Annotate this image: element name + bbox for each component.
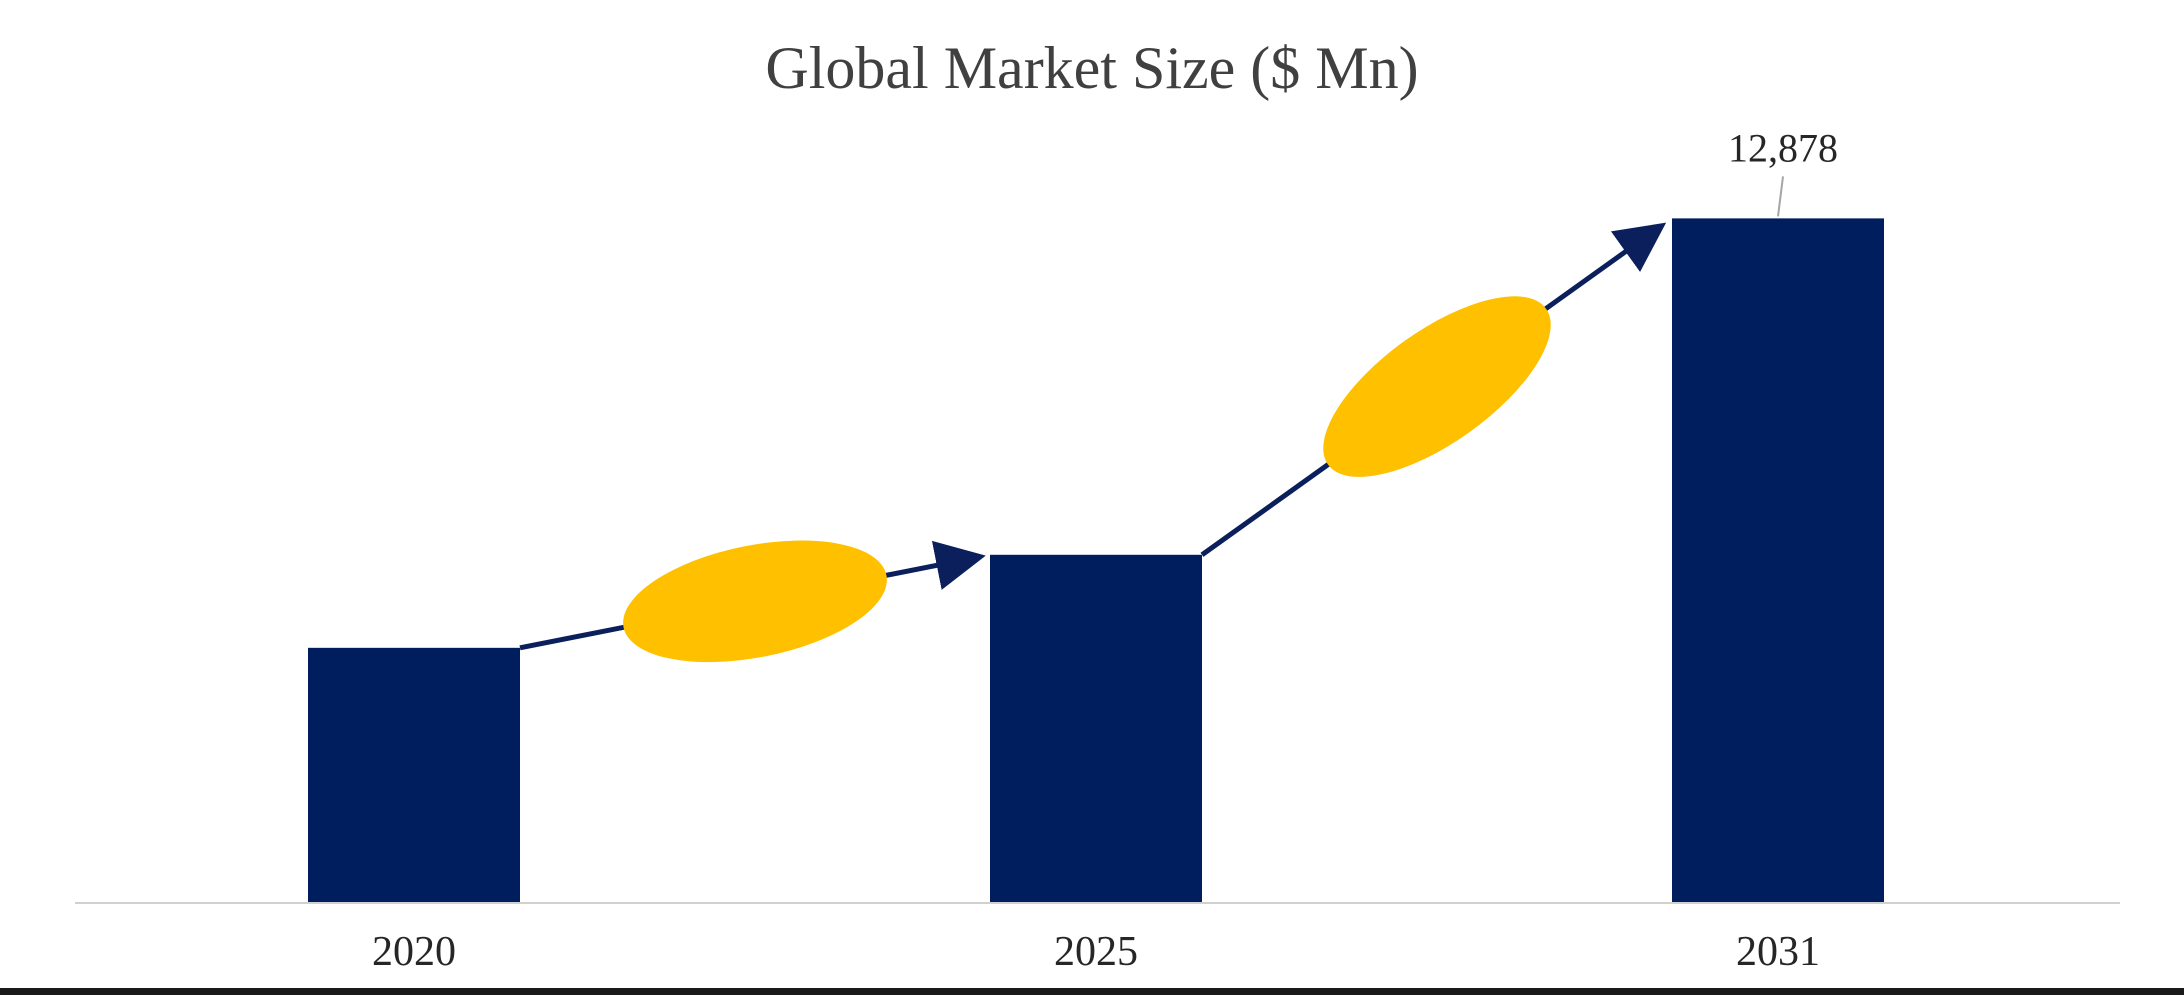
data-labels: 12,878 [1728,125,1838,217]
x-tick-label-2020: 2020 [372,929,456,975]
bottom-border [0,988,2184,995]
data-label-2031: 12,878 [1728,125,1838,170]
x-axis-ticks: 2020 2025 2031 [372,929,1820,975]
chart-title: Global Market Size ($ Mn) [765,35,1418,101]
bar-2020 [308,647,520,903]
bar-series [308,218,1884,903]
x-tick-label-2031: 2031 [1736,929,1820,975]
bar-2031 [1672,218,1884,903]
growth-badge-2020-2025 [623,540,887,663]
growth-badge-2025-2031 [1323,296,1551,477]
growth-badges [623,296,1551,663]
x-tick-label-2025: 2025 [1054,929,1138,975]
data-label-leader-2031 [1777,176,1784,217]
bar-2025 [990,554,1202,903]
